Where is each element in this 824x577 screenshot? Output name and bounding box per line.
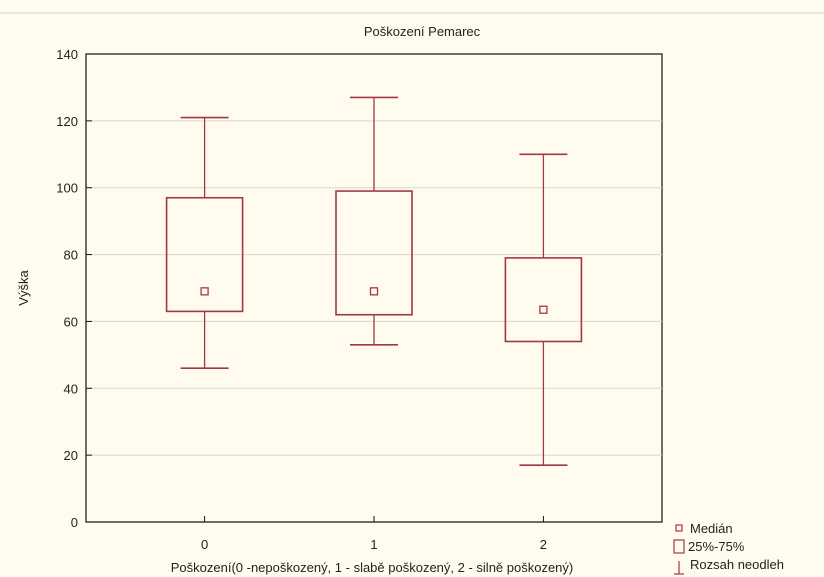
y-tick-label: 60 (64, 314, 78, 329)
iqr-box (504, 257, 583, 343)
y-tick-label: 100 (56, 181, 78, 196)
median-marker (539, 305, 548, 314)
y-tick-label: 140 (56, 47, 78, 62)
median-marker (200, 287, 209, 296)
iqr-box (335, 190, 413, 316)
y-tick-label: 80 (64, 248, 78, 263)
legend-median-marker (675, 524, 683, 532)
legend: Medián 25%-75% Rozsah neodleh (673, 521, 784, 575)
x-tick-label: 1 (370, 537, 377, 552)
iqr-box (165, 196, 244, 313)
x-tick-label: 0 (201, 537, 208, 552)
y-tick-label: 120 (56, 114, 78, 129)
y-tick-label: 0 (71, 515, 78, 530)
box-0 (165, 116, 244, 370)
box-1 (335, 96, 413, 346)
legend-box-marker (673, 539, 685, 554)
y-tick-label: 20 (64, 448, 78, 463)
y-tick-label: 40 (64, 381, 78, 396)
legend-box-label: 25%-75% (688, 539, 745, 554)
y-axis-ticks: 0 20 40 60 80 100 120 140 (56, 47, 92, 530)
legend-whisker-label: Rozsah neodleh (690, 557, 784, 572)
x-tick-label: 2 (540, 537, 547, 552)
box-2 (504, 153, 583, 466)
legend-median-label: Medián (690, 521, 733, 536)
plot-area: 0 20 40 60 80 100 120 140 0 1 2 (56, 47, 663, 552)
y-axis-title: Výška (16, 270, 31, 306)
boxes (165, 96, 583, 466)
median-marker (369, 287, 379, 296)
chart-title: Poškození Pemarec (364, 24, 481, 39)
x-axis-title: Poškození(0 -nepoškozený, 1 - slabě pošk… (171, 560, 574, 575)
x-axis-ticks: 0 1 2 (201, 516, 547, 552)
